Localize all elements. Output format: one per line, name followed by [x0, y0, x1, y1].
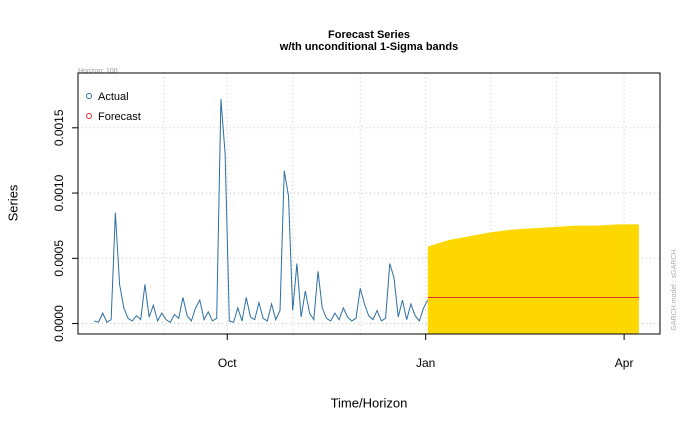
x-axis-label: Time/Horizon	[331, 395, 408, 410]
y-tick-label: 0.0000	[52, 305, 66, 342]
y-tick-label: 0.0005	[52, 240, 66, 277]
annotation: Horizon: 100	[78, 68, 118, 75]
legend-marker	[86, 113, 92, 119]
x-tick-label: Apr	[615, 356, 634, 370]
plot-frame	[77, 72, 661, 335]
side-note: GARCH model : sGARCH	[671, 250, 678, 331]
y-tick-label: 0.0015	[52, 109, 66, 146]
legend-marker	[86, 93, 92, 99]
legend-label: Actual	[98, 91, 129, 103]
x-tick-label: Jan	[416, 356, 435, 370]
y-axis-label: Series	[5, 184, 20, 221]
sigma-band	[427, 224, 639, 334]
y-tick-label: 0.0010	[52, 174, 66, 211]
chart-subtitle: w/th unconditional 1-Sigma bands	[279, 41, 458, 53]
series-line	[94, 99, 429, 323]
legend-label: Forecast	[98, 111, 141, 123]
axes: 0.0000 0.0005 0.0010 0.0015 Oct Jan Apr Actual F…	[52, 91, 633, 370]
x-tick-label: Oct	[218, 356, 237, 370]
plot-area	[94, 99, 639, 334]
chart-title: Forecast Series	[328, 29, 410, 41]
